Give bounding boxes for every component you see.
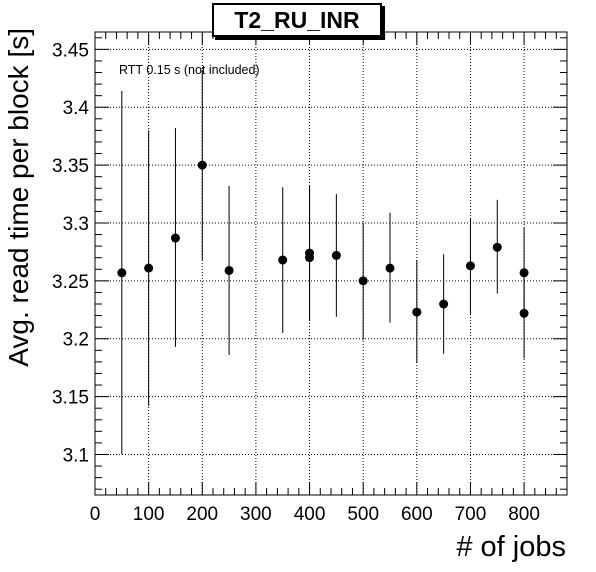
data-point bbox=[465, 218, 475, 315]
rtt-annotation: RTT 0.15 s (not included) bbox=[119, 63, 260, 77]
point-marker bbox=[465, 261, 475, 271]
point-marker bbox=[278, 255, 288, 265]
data-point bbox=[492, 199, 502, 294]
data-point bbox=[358, 222, 368, 340]
y-tick-label: 3.3 bbox=[63, 214, 89, 235]
point-marker bbox=[144, 263, 154, 273]
y-axis-ticks: 3.1 3.15 3.2 3.25 3.3 3.35 3.4 3.45 bbox=[52, 37, 567, 490]
data-points bbox=[117, 70, 529, 455]
data-point bbox=[412, 260, 422, 364]
data-point bbox=[278, 187, 288, 333]
y-tick-label: 3.1 bbox=[63, 445, 89, 466]
data-point bbox=[144, 130, 154, 406]
plot-border bbox=[94, 31, 568, 496]
data-point bbox=[117, 91, 127, 455]
data-point bbox=[519, 269, 529, 359]
x-tick-label: 200 bbox=[186, 504, 218, 525]
x-tick-label: 100 bbox=[133, 504, 165, 525]
point-marker bbox=[439, 299, 449, 309]
data-point bbox=[224, 185, 234, 355]
point-marker bbox=[305, 253, 315, 263]
grid-lines bbox=[95, 32, 567, 495]
x-tick-label: 500 bbox=[347, 504, 379, 525]
point-marker bbox=[170, 233, 180, 243]
data-point bbox=[197, 70, 207, 261]
x-tick-label: 300 bbox=[240, 504, 272, 525]
y-tick-label: 3.2 bbox=[63, 330, 89, 351]
point-marker bbox=[358, 276, 368, 286]
x-tick-label: 800 bbox=[508, 504, 540, 525]
point-marker bbox=[331, 250, 341, 260]
data-point bbox=[385, 212, 395, 323]
point-marker bbox=[519, 308, 529, 318]
point-marker bbox=[224, 265, 234, 275]
point-marker bbox=[412, 307, 422, 317]
y-tick-label: 3.4 bbox=[63, 98, 90, 119]
x-tick-label: 600 bbox=[401, 504, 433, 525]
data-point bbox=[305, 185, 315, 321]
point-marker bbox=[117, 268, 127, 278]
chart-title: T2_RU_INR bbox=[212, 3, 382, 37]
point-marker bbox=[197, 160, 207, 170]
plot-frame bbox=[94, 31, 568, 496]
point-marker bbox=[492, 242, 502, 252]
x-tick-label: 0 bbox=[90, 504, 101, 525]
y-tick-label: 3.35 bbox=[52, 156, 89, 177]
x-axis-label: # of jobs bbox=[456, 531, 566, 563]
y-tick-label: 3.45 bbox=[52, 40, 89, 61]
x-tick-label: 400 bbox=[294, 504, 326, 525]
y-tick-label: 3.15 bbox=[52, 388, 89, 409]
data-point bbox=[331, 194, 341, 317]
point-marker bbox=[385, 263, 395, 273]
y-tick-label: 3.25 bbox=[52, 272, 89, 293]
y-axis-label: Avg. read time per block [s] bbox=[3, 28, 34, 367]
data-point bbox=[170, 128, 180, 347]
data-point bbox=[439, 254, 449, 354]
x-axis-ticks: 0 100 200 300 400 500 600 700 800 bbox=[90, 32, 568, 525]
x-tick-label: 700 bbox=[455, 504, 487, 525]
